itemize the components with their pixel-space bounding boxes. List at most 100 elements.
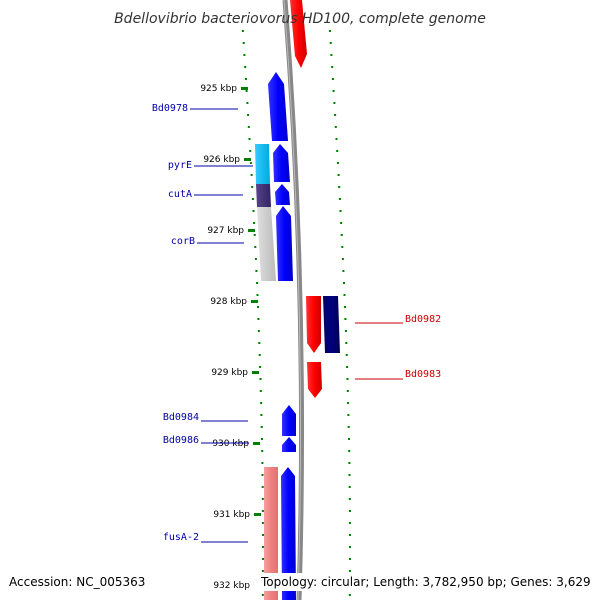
ring-dot <box>341 258 344 260</box>
tick-label: 929 kbp <box>211 368 248 378</box>
gene-arrow-Bd0978[interactable] <box>268 72 288 141</box>
ring-dot <box>261 474 264 476</box>
ring-dot <box>259 390 262 392</box>
gene-arrow-Bd0983[interactable] <box>307 362 322 398</box>
gene-label-cutA[interactable]: cutA <box>168 189 192 200</box>
map-title: Bdellovibrio bacteriovorus HD100, comple… <box>114 11 486 27</box>
tick-label: 930 kbp <box>212 439 249 449</box>
ring-dot <box>334 126 337 128</box>
gene-label-Bd0984[interactable]: Bd0984 <box>163 412 199 423</box>
ring-dot <box>250 174 253 176</box>
ring-dot <box>333 102 336 104</box>
ring-dot <box>261 462 264 464</box>
tick-label: 932 kbp <box>213 581 250 591</box>
tick-label: 926 kbp <box>203 155 240 165</box>
gene-arrow-corB[interactable] <box>276 206 293 281</box>
footer-background <box>250 573 595 591</box>
gene-Bd0982-block[interactable] <box>323 296 340 353</box>
gene-labels: Bd0978 pyrE cutA corB Bd0982 Bd0983 Bd0984 Bd09… <box>152 103 441 543</box>
ring-dot <box>345 342 348 344</box>
ring-dot <box>248 138 251 140</box>
ring-dot <box>249 162 252 164</box>
ring-dot <box>259 366 262 368</box>
gene-arrow-fusA-2[interactable] <box>281 467 296 600</box>
ring-dot <box>247 114 250 116</box>
ring-dot <box>338 186 341 188</box>
topology-text: Topology: circular; Length: 3,782,950 bp… <box>260 575 591 589</box>
gene-label-pyrE[interactable]: pyrE <box>168 160 192 171</box>
ring-dot <box>261 450 264 452</box>
ring-dot <box>348 462 351 464</box>
ring-dot <box>347 402 350 404</box>
ring-dot <box>243 54 246 56</box>
gene-label-Bd0982[interactable]: Bd0982 <box>405 314 441 325</box>
gene-arrow-top-red[interactable] <box>290 0 307 68</box>
gene-fusA-2-block[interactable] <box>264 467 278 600</box>
ring-dot <box>329 42 332 44</box>
ring-dot <box>242 42 245 44</box>
ring-dot <box>255 270 258 272</box>
ring-dot <box>257 330 260 332</box>
ring-dot <box>253 234 256 236</box>
gene-label-Bd0983[interactable]: Bd0983 <box>405 369 441 380</box>
ring-dot <box>246 102 249 104</box>
ring-dot <box>346 366 349 368</box>
gene-label-fusA-2[interactable]: fusA-2 <box>163 532 199 543</box>
ring-dot <box>256 282 258 284</box>
ring-dot <box>258 354 261 356</box>
ring-dot <box>343 282 345 284</box>
ring-dot <box>252 210 255 212</box>
tick-mark <box>241 87 248 90</box>
ring-dot <box>348 498 351 500</box>
genome-backbone-highlight <box>283 0 302 600</box>
ring-dot <box>261 438 263 440</box>
gene-arrow-pyrE[interactable] <box>273 144 290 182</box>
gene-arrow-Bd0982[interactable] <box>306 296 321 353</box>
ring-dot <box>249 150 252 152</box>
ring-dot <box>261 486 264 488</box>
ring-dot <box>328 30 331 32</box>
ring-dot <box>262 534 264 536</box>
scale-ticks: 925 kbp 926 kbp 927 kbp 928 kbp 929 kbp 930 k… <box>200 84 261 591</box>
ring-dot <box>330 54 333 56</box>
tick-label: 927 kbp <box>207 226 244 236</box>
ring-dot <box>261 498 264 500</box>
ring-dot <box>332 90 335 92</box>
tick-mark <box>244 158 251 161</box>
gene-cutA-block[interactable] <box>256 184 271 207</box>
ring-dot <box>244 66 247 68</box>
gene-corB-block[interactable] <box>257 207 276 281</box>
ring-dot <box>349 558 351 560</box>
ring-dot <box>348 438 350 440</box>
ring-dot <box>348 570 351 572</box>
ring-dot <box>331 78 334 80</box>
gene-arrow-cutA[interactable] <box>275 184 290 205</box>
ring-dot <box>346 378 349 380</box>
gene-arrow-Bd0984[interactable] <box>282 405 296 436</box>
gene-label-corB[interactable]: corB <box>171 236 195 247</box>
ring-dot <box>261 594 264 596</box>
gene-label-Bd0978[interactable]: Bd0978 <box>152 103 188 114</box>
ring-dot <box>348 474 351 476</box>
ring-dot <box>257 318 260 320</box>
ring-dot <box>347 414 350 416</box>
ring-dot <box>251 198 254 200</box>
tick-label: 928 kbp <box>210 297 247 307</box>
ring-dot <box>261 510 264 512</box>
ring-dot <box>348 594 351 596</box>
gene-arrow-Bd0986[interactable] <box>282 437 296 452</box>
ring-dot <box>349 546 351 548</box>
ring-dot <box>261 522 264 524</box>
ring-dot <box>261 570 264 572</box>
ring-dot <box>245 90 248 92</box>
ring-dot <box>344 306 346 308</box>
gene-pyrE-block[interactable] <box>255 144 270 184</box>
gene-label-Bd0986[interactable]: Bd0986 <box>163 435 199 446</box>
ring-dot <box>349 534 351 536</box>
ring-dot <box>348 522 351 524</box>
ring-dot <box>241 30 244 32</box>
ring-dot <box>253 222 256 224</box>
ring-dot <box>348 486 351 488</box>
tick-mark <box>253 442 260 445</box>
